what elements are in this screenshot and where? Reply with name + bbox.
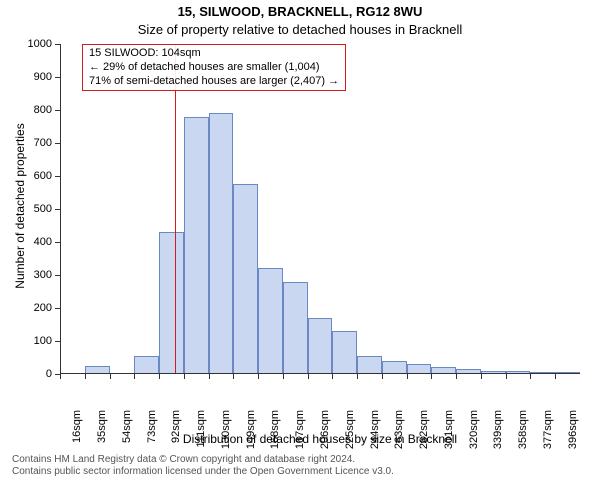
y-tick-mark — [55, 341, 60, 342]
x-tick-mark — [134, 374, 135, 379]
footer-attribution: Contains HM Land Registry data © Crown c… — [12, 454, 394, 477]
callout-box: 15 SILWOOD: 104sqm ← 29% of detached hou… — [82, 44, 346, 91]
y-tick-mark — [55, 110, 60, 111]
y-tick-mark — [55, 242, 60, 243]
x-axis-label: Distribution of detached houses by size … — [60, 432, 580, 446]
histogram-bar — [258, 268, 283, 374]
y-tick-mark — [55, 308, 60, 309]
callout-line1: 15 SILWOOD: 104sqm — [89, 47, 339, 61]
y-tick-mark — [55, 176, 60, 177]
x-tick-mark — [555, 374, 556, 379]
x-tick-mark — [308, 374, 309, 379]
x-tick-mark — [258, 374, 259, 379]
y-axis — [60, 44, 61, 374]
histogram-bar — [308, 318, 333, 374]
callout-line2: ← 29% of detached houses are smaller (1,… — [89, 61, 339, 75]
chart-title-line2: Size of property relative to detached ho… — [0, 22, 600, 37]
y-tick-mark — [55, 77, 60, 78]
y-tick-mark — [55, 209, 60, 210]
chart-title-line1: 15, SILWOOD, BRACKNELL, RG12 8WU — [0, 4, 600, 19]
x-tick-mark — [481, 374, 482, 379]
x-tick-mark — [184, 374, 185, 379]
histogram-bar — [233, 184, 258, 374]
histogram-bar — [283, 282, 308, 374]
x-tick-mark — [530, 374, 531, 379]
x-tick-mark — [110, 374, 111, 379]
y-tick-label: 900 — [0, 71, 52, 83]
histogram-bar — [184, 117, 209, 374]
x-tick-mark — [283, 374, 284, 379]
chart-container: 15, SILWOOD, BRACKNELL, RG12 8WU Size of… — [0, 0, 600, 500]
x-tick-mark — [233, 374, 234, 379]
x-tick-mark — [357, 374, 358, 379]
histogram-bar — [159, 232, 184, 374]
x-axis — [60, 373, 580, 374]
histogram-bar — [332, 331, 357, 374]
y-tick-label: 1000 — [0, 38, 52, 50]
x-tick-mark — [456, 374, 457, 379]
reference-line — [175, 44, 176, 374]
y-tick-label: 0 — [0, 368, 52, 380]
y-axis-label: Number of detached properties — [13, 106, 27, 306]
y-tick-mark — [55, 44, 60, 45]
x-tick-mark — [209, 374, 210, 379]
callout-line3: 71% of semi-detached houses are larger (… — [89, 75, 339, 89]
x-tick-mark — [159, 374, 160, 379]
x-tick-mark — [506, 374, 507, 379]
y-tick-label: 100 — [0, 335, 52, 347]
y-tick-mark — [55, 143, 60, 144]
histogram-bar — [209, 113, 234, 374]
x-tick-mark — [431, 374, 432, 379]
x-tick-mark — [85, 374, 86, 379]
histogram-bar — [382, 361, 407, 374]
plot-area — [60, 44, 580, 374]
footer-line1: Contains HM Land Registry data © Crown c… — [12, 454, 394, 466]
x-tick-mark — [332, 374, 333, 379]
x-tick-mark — [407, 374, 408, 379]
histogram-bar — [357, 356, 382, 374]
footer-line2: Contains public sector information licen… — [12, 466, 394, 478]
x-tick-mark — [60, 374, 61, 379]
y-tick-mark — [55, 275, 60, 276]
x-tick-mark — [382, 374, 383, 379]
histogram-bar — [134, 356, 159, 374]
